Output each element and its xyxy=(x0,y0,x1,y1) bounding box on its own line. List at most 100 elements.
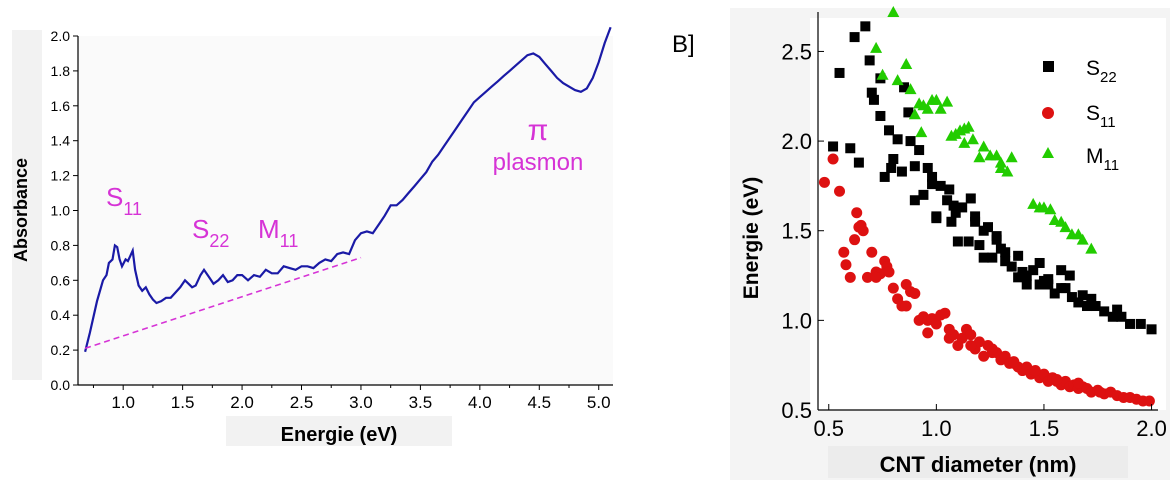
point-s11 xyxy=(1029,365,1041,377)
point-m11 xyxy=(915,126,928,138)
point-s22 xyxy=(903,107,914,118)
panel-b-ylabel: Energie (eV) xyxy=(740,177,763,300)
panel-a-ytick-label: 0.0 xyxy=(51,377,71,393)
point-s22 xyxy=(828,141,839,152)
point-s22 xyxy=(914,145,925,156)
point-m11 xyxy=(900,57,913,69)
annotation-s11: S11 xyxy=(106,182,142,219)
point-m11 xyxy=(1085,242,1098,254)
point-s22 xyxy=(888,154,899,165)
panel-a-xtick-label: 3.5 xyxy=(409,393,433,412)
point-s22 xyxy=(927,171,938,182)
legend-label-s22: S22 xyxy=(1086,57,1117,86)
point-s22 xyxy=(1086,293,1097,304)
point-s22 xyxy=(991,231,1002,242)
point-s11 xyxy=(883,266,895,278)
point-s11 xyxy=(827,153,839,165)
point-s22 xyxy=(918,189,929,200)
point-s22 xyxy=(978,252,989,263)
point-s11 xyxy=(1143,395,1155,407)
point-s22 xyxy=(1021,279,1032,290)
panel-b-xtick-label: 0.5 xyxy=(813,416,844,441)
point-s22 xyxy=(942,195,953,206)
panel-b-xtick-label: 1.0 xyxy=(921,416,952,441)
point-s11 xyxy=(1008,356,1020,368)
point-s22 xyxy=(948,200,959,211)
panel-b-ytick-label: 1.0 xyxy=(781,308,812,333)
point-s22 xyxy=(905,136,916,147)
point-s22 xyxy=(1135,318,1146,329)
panel-a-absorbance-chart: A] 1.01.52.02.53.03.54.04.55.00.00.20.40… xyxy=(11,26,613,446)
point-s22 xyxy=(1006,261,1017,272)
point-s22 xyxy=(952,236,963,247)
point-m11 xyxy=(1044,203,1057,215)
baseline-dashed-line xyxy=(84,256,362,350)
point-s22 xyxy=(1066,292,1077,303)
point-s11 xyxy=(838,246,850,258)
point-s22 xyxy=(1043,274,1054,285)
point-s11 xyxy=(930,318,942,330)
point-s22 xyxy=(875,110,886,121)
point-m11 xyxy=(1027,197,1040,209)
point-s22 xyxy=(1077,290,1088,301)
panel-a-xlabel-bg xyxy=(226,416,452,446)
point-s11 xyxy=(887,282,899,294)
panel-a-xtick-label: 4.5 xyxy=(527,393,551,412)
point-s22 xyxy=(957,202,968,213)
point-s22 xyxy=(1107,311,1118,322)
point-s22 xyxy=(853,157,864,168)
panel-a-ytick-label: 0.4 xyxy=(51,307,71,323)
panel-a-left-strip xyxy=(12,30,42,380)
point-m11 xyxy=(973,151,986,163)
point-s11 xyxy=(900,300,912,312)
panel-a-xtick-label: 1.0 xyxy=(111,393,135,412)
point-s11 xyxy=(1051,374,1063,386)
point-s11 xyxy=(844,271,856,283)
point-m11 xyxy=(876,68,889,80)
point-s22 xyxy=(931,211,942,222)
absorbance-curve xyxy=(84,26,612,353)
point-s22 xyxy=(845,143,856,154)
point-s11 xyxy=(834,185,846,197)
point-m11 xyxy=(921,102,934,114)
point-m11 xyxy=(934,102,947,114)
panel-a-xtick-label: 3.0 xyxy=(349,393,373,412)
panel-b-ytick-label: 2.5 xyxy=(781,39,812,64)
point-s22 xyxy=(963,236,974,247)
panel-b-energy-diameter-chart: B] 0.5 1.0 1.5 2.0 0.5 1.0 1.5 2.0 2.5 CNT diame… xyxy=(672,6,1170,480)
point-s11 xyxy=(922,327,934,339)
point-s22 xyxy=(1000,256,1011,267)
point-s11 xyxy=(870,271,882,283)
annotation-s22: S22 xyxy=(192,214,229,251)
point-s22 xyxy=(1028,265,1039,276)
point-m11 xyxy=(966,133,979,145)
panel-a-plot-background xyxy=(78,36,613,385)
legend-marker-s11 xyxy=(1042,107,1054,119)
panel-a-ytick-label: 1.4 xyxy=(51,133,71,149)
point-s22 xyxy=(860,21,871,32)
point-s22 xyxy=(1034,257,1045,268)
point-m11 xyxy=(908,108,921,120)
point-m11 xyxy=(930,93,943,105)
point-s11 xyxy=(849,234,861,246)
point-s11 xyxy=(973,336,985,348)
point-m11 xyxy=(990,149,1003,161)
point-s22 xyxy=(935,180,946,191)
panel-b-xtick-label: 1.5 xyxy=(1029,416,1060,441)
panel-a-ytick-label: 1.8 xyxy=(51,63,71,79)
point-s11 xyxy=(861,271,873,283)
point-s22 xyxy=(1081,301,1092,312)
point-s22 xyxy=(1116,311,1127,322)
point-s22 xyxy=(1021,270,1032,281)
panel-b-xlabel: CNT diameter (nm) xyxy=(880,452,1077,477)
point-s22 xyxy=(899,82,910,93)
point-s11 xyxy=(1094,386,1106,398)
panel-a-xtick-label: 4.0 xyxy=(468,393,492,412)
point-s22 xyxy=(970,211,981,222)
point-s22 xyxy=(927,179,938,190)
point-s11 xyxy=(851,207,863,219)
point-m11 xyxy=(887,6,900,17)
point-s22 xyxy=(1073,297,1084,308)
panel-a-xtick-label: 1.5 xyxy=(171,393,195,412)
